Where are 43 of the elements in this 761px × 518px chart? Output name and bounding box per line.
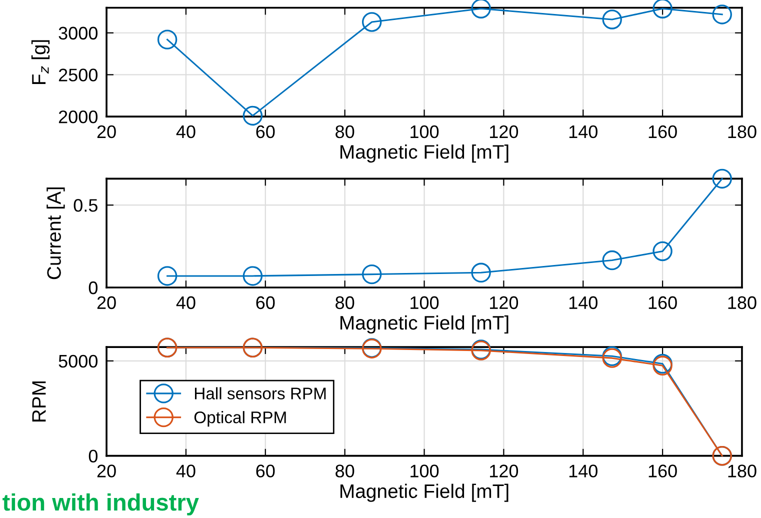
y-tick-label: 0 [88,450,98,463]
x-axis-title: Magnetic Field [mT] [340,144,508,163]
x-tick-label: 180 [728,125,756,138]
x-tick-label: 120 [490,125,518,138]
x-tick-label: 100 [410,464,439,478]
x-axis-title: Magnetic Field [mT] [340,484,508,502]
y-axis-title: Current [A] [46,187,65,280]
y-tick-label: 0.5 [74,199,98,212]
x-tick-label: 20 [97,296,116,310]
x-axis-title: Magnetic Field [mT] [340,315,508,334]
x-tick-label: 40 [176,296,196,310]
x-tick-label: 20 [97,464,116,478]
y-tick-label: 3000 [58,26,98,40]
legend-label: Hall sensors RPM [194,387,326,400]
legend-label: Optical RPM [194,411,286,427]
x-tick-label: 140 [569,296,598,310]
x-tick-label: 120 [490,464,518,478]
x-tick-label: 60 [256,464,275,478]
y-tick-label: 0 [88,281,98,294]
x-tick-label: 20 [97,125,116,138]
x-tick-label: 40 [176,125,196,138]
x-tick-label: 180 [728,464,756,478]
x-tick-label: 80 [336,296,354,310]
x-tick-label: 80 [336,464,354,478]
y-axis-title: F$_{z}$ [g] [31,40,50,84]
x-tick-label: 100 [410,125,439,138]
x-tick-label: 180 [728,296,756,310]
x-tick-label: 60 [256,125,275,138]
y-tick-label: 2000 [58,110,98,124]
x-tick-label: 60 [256,296,275,310]
x-tick-label: 120 [490,296,518,310]
y-tick-label: 2500 [58,68,98,82]
x-tick-label: 80 [336,125,354,138]
x-tick-label: 140 [569,464,598,478]
text: tion with industry [2,493,199,516]
y-tick-label: 5000 [58,354,98,368]
x-tick-label: 100 [410,296,439,310]
x-tick-label: 160 [648,296,677,310]
x-tick-label: 140 [569,125,598,138]
y-axis-title: RPM [32,381,46,422]
x-tick-label: 160 [648,464,677,478]
x-tick-label: 40 [176,464,196,478]
x-tick-label: 160 [648,125,677,138]
